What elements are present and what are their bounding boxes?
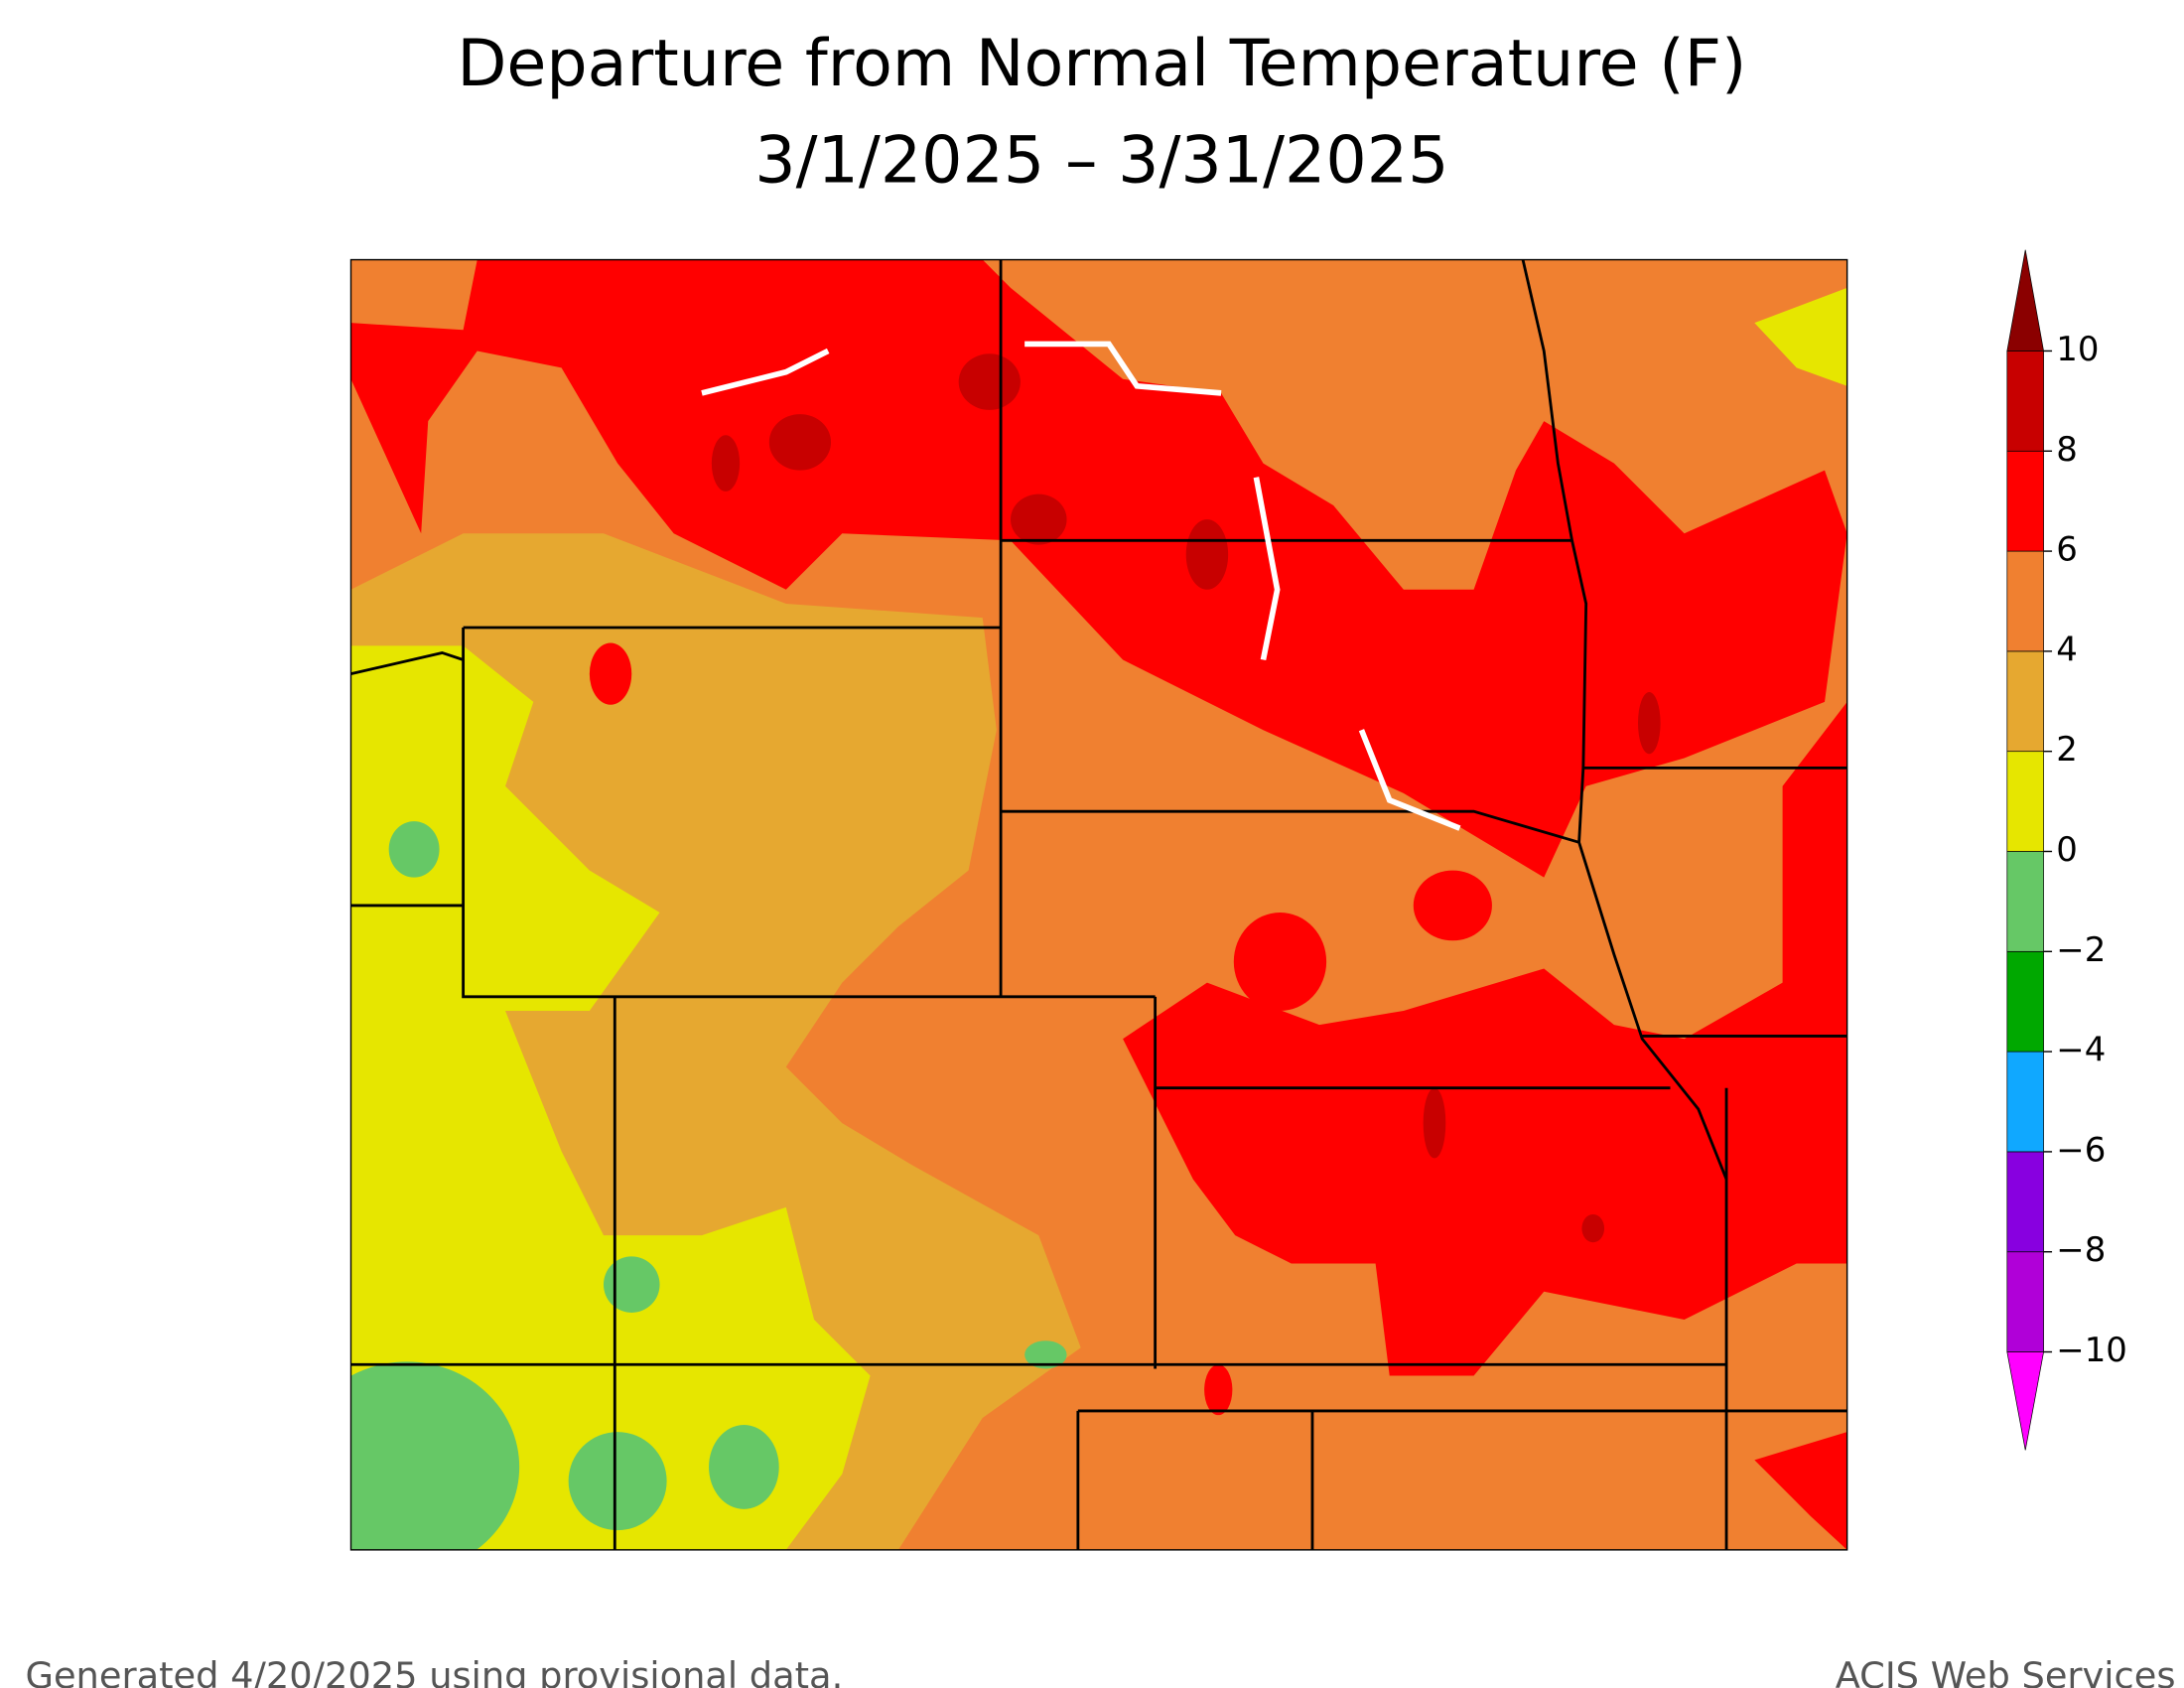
legend-bin (2006, 1151, 2044, 1253)
map (349, 258, 1848, 1551)
title: Departure from Normal Temperature (F) (457, 27, 1746, 101)
legend-bin (2006, 751, 2044, 852)
anomaly-6-8 (350, 259, 1847, 1550)
anomaly-0-2 (350, 645, 871, 1550)
legend-tick-label: −8 (2056, 1231, 2106, 1270)
legend-tick-label: 2 (2056, 731, 2078, 770)
color-legend: −10 −8 −6 −4 −2 0 2 4 6 8 10 (2006, 249, 2127, 1451)
footer-right: ACIS Web Services (1836, 1654, 2176, 1688)
anomaly-8-10 (711, 353, 1661, 1243)
legend-tick-label: −4 (2056, 1032, 2106, 1070)
legend-under-arrow (2006, 1351, 2045, 1451)
legend-bin (2006, 450, 2044, 552)
anomaly-neg2-0 (350, 821, 1067, 1550)
legend-over-arrow (2006, 249, 2045, 352)
legend-tick-label: −6 (2056, 1131, 2106, 1170)
water-bodies (701, 341, 1461, 831)
state-borders (350, 259, 1847, 1550)
anomaly-0-2 (1754, 287, 1847, 386)
legend-tick-label: 6 (2056, 531, 2078, 570)
legend-bin (2006, 950, 2044, 1053)
legend-tick-label: −2 (2056, 931, 2106, 970)
legend-bin (2006, 650, 2044, 753)
legend-tick-label: 8 (2056, 431, 2078, 470)
legend-tick-label: 0 (2056, 831, 2078, 870)
subtitle: 3/1/2025 – 3/31/2025 (754, 123, 1448, 198)
map-frame (349, 258, 1848, 1551)
legend-bin (2006, 351, 2044, 452)
legend-tick-label: 10 (2056, 331, 2099, 369)
legend-bin (2006, 1051, 2044, 1153)
legend-tick-label: −10 (2056, 1332, 2127, 1370)
legend-bin (2006, 550, 2044, 652)
legend-tick-label: 4 (2056, 631, 2078, 669)
legend-bin (2006, 851, 2044, 952)
footer-left: Generated 4/20/2025 using provisional da… (25, 1654, 843, 1688)
legend-bin (2006, 1251, 2044, 1352)
